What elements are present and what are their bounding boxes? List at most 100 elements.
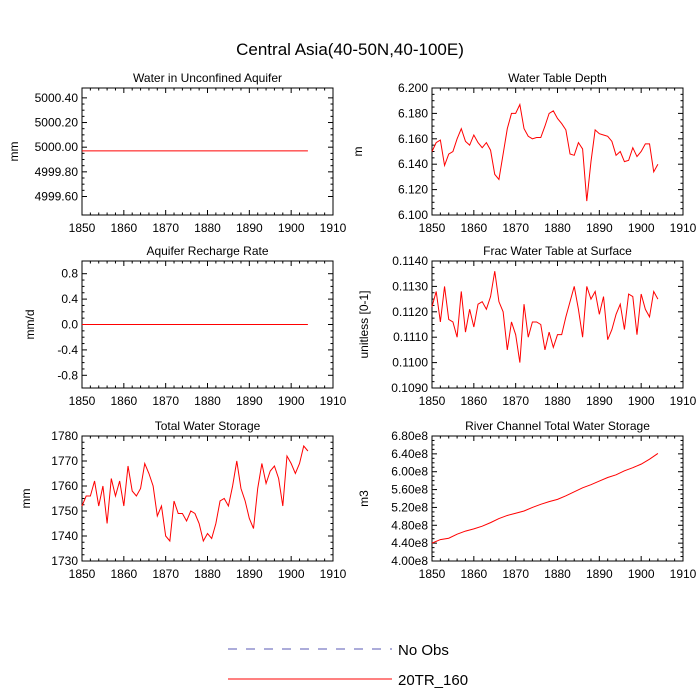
y-axis-label: unitless [0-1]: [357, 290, 371, 358]
x-tick-label: 1890: [586, 567, 613, 581]
series-line-20tr-160: [431, 271, 659, 363]
y-tick-label: 1740: [51, 529, 78, 543]
x-tick-label: 1900: [628, 394, 655, 408]
x-tick-label: 1870: [152, 221, 179, 235]
x-tick-label: 1850: [419, 221, 446, 235]
chart-title: River Channel Total Water Storage: [465, 419, 650, 433]
y-tick-label: 0.1120: [392, 305, 428, 319]
y-tick-label: 6.00e8: [391, 465, 428, 479]
x-tick-label: 1900: [278, 567, 305, 581]
x-tick-label: 1860: [460, 567, 487, 581]
y-axis-label: mm/d: [23, 310, 37, 340]
y-tick-label: 5000.20: [35, 116, 79, 130]
y-tick-label: 0.1110: [393, 330, 428, 344]
y-tick-label: 4999.60: [35, 190, 79, 204]
x-tick-label: 1880: [544, 221, 571, 235]
x-tick-label: 1850: [69, 394, 96, 408]
plot-frame: [431, 87, 684, 216]
x-tick-label: 1850: [419, 394, 446, 408]
chart-panel-4: Frac Water Table at Surface unitless [0-1…: [357, 244, 697, 408]
y-tick-label: 1780: [51, 429, 78, 443]
x-tick-label: 1910: [320, 221, 347, 235]
legend: No Obs 20TR_160: [228, 642, 468, 689]
y-tick-label: 1730: [51, 554, 78, 568]
plot-frame: [431, 435, 684, 562]
x-tick-label: 1880: [194, 221, 221, 235]
chart-panel-1: Water in Unconfined Aquifer mm 1850 1860 187…: [7, 71, 347, 235]
series-line-20tr-160: [81, 444, 309, 543]
x-tick-label: 1880: [194, 394, 221, 408]
x-tick-label: 1910: [320, 567, 347, 581]
y-tick-label: 5.20e8: [391, 500, 428, 514]
chart-panel-2: Water Table Depth m 1850 1860 1870 1880 1890 19…: [351, 71, 697, 235]
chart-title: Water Table Depth: [508, 71, 607, 85]
chart-panel-6: River Channel Total Water Storage m3 1850 1…: [357, 419, 697, 581]
y-tick-label: 4.80e8: [391, 518, 428, 532]
y-axis-label: m3: [357, 490, 371, 507]
y-tick-label: 4.00e8: [391, 554, 428, 568]
y-tick-label: 5.60e8: [391, 483, 428, 497]
chart-title: Total Water Storage: [155, 419, 261, 433]
y-tick-label: 0.1140: [392, 254, 428, 268]
x-tick-label: 1890: [236, 221, 263, 235]
y-tick-label: 6.160: [398, 132, 428, 146]
legend-label-no-obs: No Obs: [398, 642, 449, 659]
x-tick-label: 1890: [236, 394, 263, 408]
x-tick-label: 1910: [670, 221, 697, 235]
series-line-20tr-160: [431, 102, 659, 202]
y-tick-label: 5000.40: [35, 91, 79, 105]
x-tick-label: 1850: [69, 567, 96, 581]
y-tick-label: 1750: [51, 504, 78, 518]
x-tick-label: 1870: [152, 394, 179, 408]
y-tick-label: -0.8: [57, 368, 78, 382]
y-tick-label: 0.1090: [391, 381, 428, 395]
y-tick-label: 6.100: [398, 208, 428, 222]
x-tick-label: 1880: [544, 394, 571, 408]
x-tick-label: 1910: [320, 394, 347, 408]
chart-panel-5: Total Water Storage mm 1850 1860 1870 1880 189…: [19, 419, 347, 581]
y-tick-label: 4.40e8: [391, 536, 428, 550]
legend-label-20tr-160: 20TR_160: [398, 672, 468, 689]
y-axis-label: mm: [7, 142, 21, 162]
y-tick-label: 0.1130: [392, 279, 428, 293]
chart-title: Water in Unconfined Aquifer: [133, 71, 282, 85]
x-tick-label: 1870: [502, 221, 529, 235]
x-tick-label: 1880: [194, 567, 221, 581]
plot-frame: [431, 260, 684, 389]
y-tick-label: 0.0: [61, 318, 78, 332]
y-tick-label: 1770: [51, 454, 78, 468]
series-line-20tr-160: [431, 452, 659, 544]
x-tick-label: 1890: [586, 221, 613, 235]
y-tick-label: 0.1100: [392, 356, 428, 370]
y-tick-label: 0.4: [61, 292, 78, 306]
figure-title: Central Asia(40-50N,40-100E): [236, 40, 464, 59]
x-tick-label: 1890: [586, 394, 613, 408]
plot-frame: [81, 435, 334, 562]
x-tick-label: 1910: [670, 567, 697, 581]
x-tick-label: 1850: [419, 567, 446, 581]
y-axis-label: mm: [19, 489, 33, 509]
y-tick-label: -0.4: [57, 343, 78, 357]
x-tick-label: 1860: [110, 567, 137, 581]
x-tick-label: 1870: [502, 394, 529, 408]
x-tick-label: 1860: [460, 221, 487, 235]
x-tick-label: 1860: [110, 394, 137, 408]
y-tick-label: 6.140: [398, 157, 428, 171]
plot-frame: [81, 87, 334, 216]
x-tick-label: 1890: [236, 567, 263, 581]
chart-title: Aquifer Recharge Rate: [146, 244, 268, 258]
y-tick-label: 6.80e8: [391, 429, 428, 443]
x-tick-label: 1900: [628, 567, 655, 581]
x-tick-label: 1900: [628, 221, 655, 235]
y-tick-label: 6.180: [398, 106, 428, 120]
x-tick-label: 1900: [278, 394, 305, 408]
y-tick-label: 0.8: [61, 267, 78, 281]
x-tick-label: 1870: [502, 567, 529, 581]
chart-panel-3: Aquifer Recharge Rate mm/d 1850 1860 1870 188…: [23, 244, 347, 408]
y-tick-label: 4999.80: [35, 165, 79, 179]
y-tick-label: 1760: [51, 479, 78, 493]
x-tick-label: 1860: [110, 221, 137, 235]
y-tick-label: 6.120: [398, 183, 428, 197]
y-tick-label: 5000.00: [35, 140, 79, 154]
